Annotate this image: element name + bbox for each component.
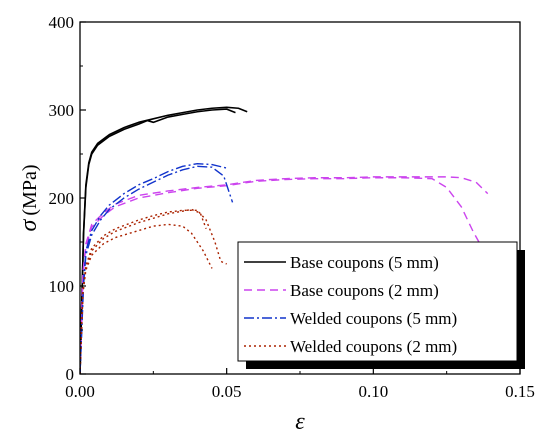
series-1-curve-0 bbox=[80, 176, 489, 374]
series-0-curve-1 bbox=[80, 108, 236, 374]
x-axis-ticks: 0.00 0.05 0.10 0.15 bbox=[65, 368, 535, 401]
series-3-curve-2 bbox=[80, 208, 207, 374]
legend-label-2: Welded coupons (5 mm) bbox=[290, 309, 457, 328]
series-2-curve-1 bbox=[80, 165, 234, 374]
x-tick-label: 0.00 bbox=[65, 382, 95, 401]
legend: Base coupons (5 mm) Base coupons (2 mm) We… bbox=[237, 241, 525, 369]
series-3-curve-0 bbox=[80, 209, 227, 374]
series-3-curve-1 bbox=[80, 223, 213, 374]
x-axis-label: ε bbox=[295, 409, 305, 435]
y-tick-label: 300 bbox=[49, 101, 75, 120]
legend-label-0: Base coupons (5 mm) bbox=[290, 253, 439, 272]
legend-label-1: Base coupons (2 mm) bbox=[290, 281, 439, 300]
y-axis-label: σ bbox=[16, 218, 42, 231]
series-1-curve-1 bbox=[80, 177, 480, 374]
y-tick-label: 200 bbox=[49, 189, 75, 208]
series-0-curve-0 bbox=[80, 106, 248, 374]
svg-text:σ(MPa): σ (MPa) bbox=[16, 165, 42, 232]
data-curves bbox=[80, 106, 489, 374]
y-axis-label-group: σ (MPa) bbox=[16, 165, 42, 232]
y-tick-label: 100 bbox=[49, 277, 75, 296]
y-axis-ticks: 0 100 200 300 400 bbox=[49, 13, 86, 384]
x-tick-label: 0.15 bbox=[505, 382, 535, 401]
x-tick-label: 0.10 bbox=[358, 382, 388, 401]
legend-label-3: Welded coupons (2 mm) bbox=[290, 337, 457, 356]
y-tick-label: 0 bbox=[66, 365, 75, 384]
legend-items: Base coupons (5 mm) Base coupons (2 mm) We… bbox=[244, 253, 457, 356]
y-tick-label: 400 bbox=[49, 13, 75, 32]
x-tick-label: 0.05 bbox=[212, 382, 242, 401]
series-2-curve-0 bbox=[80, 162, 227, 374]
y-axis-unit: (MPa) bbox=[19, 165, 41, 216]
